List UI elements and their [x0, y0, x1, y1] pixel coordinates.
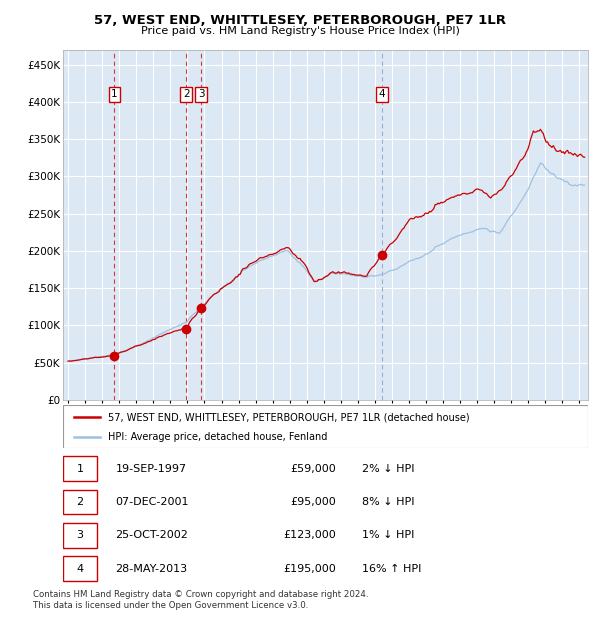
Text: 57, WEST END, WHITTLESEY, PETERBOROUGH, PE7 1LR: 57, WEST END, WHITTLESEY, PETERBOROUGH, …	[94, 14, 506, 27]
FancyBboxPatch shape	[63, 523, 97, 547]
Text: 2% ↓ HPI: 2% ↓ HPI	[362, 464, 415, 474]
Text: £123,000: £123,000	[283, 530, 336, 540]
Text: 1% ↓ HPI: 1% ↓ HPI	[362, 530, 415, 540]
Text: 28-MAY-2013: 28-MAY-2013	[115, 564, 188, 574]
Text: 1: 1	[77, 464, 83, 474]
FancyBboxPatch shape	[63, 556, 97, 581]
Text: 4: 4	[77, 564, 83, 574]
Text: £59,000: £59,000	[290, 464, 336, 474]
Text: £95,000: £95,000	[290, 497, 336, 507]
Text: Price paid vs. HM Land Registry's House Price Index (HPI): Price paid vs. HM Land Registry's House …	[140, 26, 460, 36]
FancyBboxPatch shape	[63, 490, 97, 514]
FancyBboxPatch shape	[63, 456, 97, 481]
Text: 4: 4	[379, 89, 385, 99]
Text: 3: 3	[77, 530, 83, 540]
Text: 2: 2	[183, 89, 190, 99]
Text: £195,000: £195,000	[283, 564, 336, 574]
Text: 16% ↑ HPI: 16% ↑ HPI	[362, 564, 422, 574]
Text: 2: 2	[77, 497, 83, 507]
Text: Contains HM Land Registry data © Crown copyright and database right 2024.
This d: Contains HM Land Registry data © Crown c…	[33, 590, 368, 609]
Text: 3: 3	[198, 89, 205, 99]
Text: 07-DEC-2001: 07-DEC-2001	[115, 497, 189, 507]
Text: 19-SEP-1997: 19-SEP-1997	[115, 464, 187, 474]
Text: HPI: Average price, detached house, Fenland: HPI: Average price, detached house, Fenl…	[107, 432, 327, 442]
Text: 8% ↓ HPI: 8% ↓ HPI	[362, 497, 415, 507]
Text: 1: 1	[111, 89, 118, 99]
Text: 25-OCT-2002: 25-OCT-2002	[115, 530, 188, 540]
Text: 57, WEST END, WHITTLESEY, PETERBOROUGH, PE7 1LR (detached house): 57, WEST END, WHITTLESEY, PETERBOROUGH, …	[107, 412, 469, 422]
